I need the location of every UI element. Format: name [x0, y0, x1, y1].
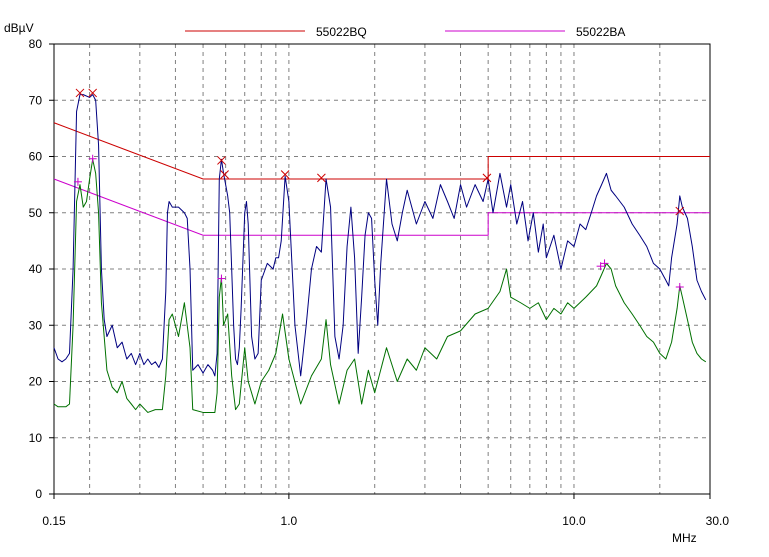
x-tick-label: 0.15	[42, 514, 66, 528]
series-line	[53, 94, 707, 377]
peak-marker-x	[75, 88, 85, 98]
y-tick-label: 70	[29, 93, 43, 107]
legend: 55022BQ 55022BA	[185, 25, 625, 39]
y-axis-ticks: 0 10 20 30 40 50 60 70 80	[29, 37, 54, 501]
peak-marker-x	[217, 156, 226, 165]
y-tick-label: 30	[29, 318, 43, 332]
y-tick-label: 20	[29, 375, 43, 389]
peak-marker-x	[482, 173, 492, 183]
peak-marker-plus	[73, 177, 82, 186]
y-tick-label: 10	[29, 431, 43, 445]
y-axis-unit-label: dBµV	[4, 21, 34, 35]
peak-markers	[73, 88, 685, 291]
peak-marker-x	[317, 173, 326, 183]
peak-marker-plus	[600, 259, 609, 268]
x-tick-label: 10.0	[562, 514, 586, 528]
limit-line	[53, 178, 710, 236]
peak-marker-x	[220, 170, 229, 179]
y-tick-label: 0	[35, 487, 42, 501]
limit-line	[53, 122, 710, 180]
peak-marker-x	[675, 206, 685, 216]
x-axis-ticks: 0.15 1.0 10.0 30.0	[42, 494, 729, 528]
x-axis-unit-label: MHz	[672, 531, 697, 545]
peak-marker-x	[280, 170, 290, 179]
y-tick-label: 60	[29, 150, 43, 164]
limit-lines	[53, 122, 710, 236]
x-tick-label: 1.0	[281, 514, 298, 528]
peak-marker-plus	[88, 154, 97, 163]
peak-marker-plus	[675, 283, 684, 291]
legend-label-55022bq: 55022BQ	[316, 25, 367, 39]
peak-marker-x	[88, 88, 98, 98]
series-line	[53, 158, 707, 413]
measurement-series	[53, 94, 707, 413]
y-tick-label: 40	[29, 262, 43, 276]
legend-label-55022ba: 55022BA	[576, 25, 625, 39]
y-tick-label: 80	[29, 37, 43, 51]
peak-marker-plus	[217, 274, 226, 283]
y-tick-label: 50	[29, 206, 43, 220]
x-tick-label: 30.0	[706, 514, 730, 528]
